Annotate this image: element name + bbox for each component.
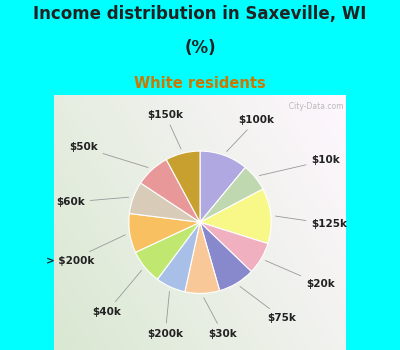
- Text: $20k: $20k: [265, 260, 335, 289]
- Text: $125k: $125k: [276, 216, 348, 229]
- Wedge shape: [136, 222, 200, 279]
- Wedge shape: [185, 222, 220, 293]
- Wedge shape: [200, 151, 245, 222]
- Wedge shape: [158, 222, 200, 292]
- Text: $150k: $150k: [147, 110, 183, 149]
- Wedge shape: [166, 151, 200, 222]
- Text: $10k: $10k: [259, 155, 340, 176]
- Wedge shape: [200, 222, 251, 290]
- Text: $30k: $30k: [204, 298, 237, 338]
- Wedge shape: [129, 214, 200, 252]
- Text: (%): (%): [184, 39, 216, 57]
- Text: $100k: $100k: [227, 115, 274, 152]
- Text: White residents: White residents: [134, 76, 266, 91]
- Text: $200k: $200k: [147, 292, 183, 338]
- Wedge shape: [200, 222, 268, 272]
- Wedge shape: [141, 160, 200, 222]
- Text: $40k: $40k: [92, 271, 142, 317]
- Wedge shape: [200, 167, 263, 222]
- Text: City-Data.com: City-Data.com: [284, 102, 343, 111]
- Wedge shape: [200, 189, 271, 244]
- Wedge shape: [129, 183, 200, 222]
- Text: $75k: $75k: [240, 286, 296, 323]
- Text: $50k: $50k: [69, 142, 148, 168]
- Text: > $200k: > $200k: [46, 235, 125, 266]
- Text: Income distribution in Saxeville, WI: Income distribution in Saxeville, WI: [33, 5, 367, 23]
- Text: $60k: $60k: [56, 197, 129, 207]
